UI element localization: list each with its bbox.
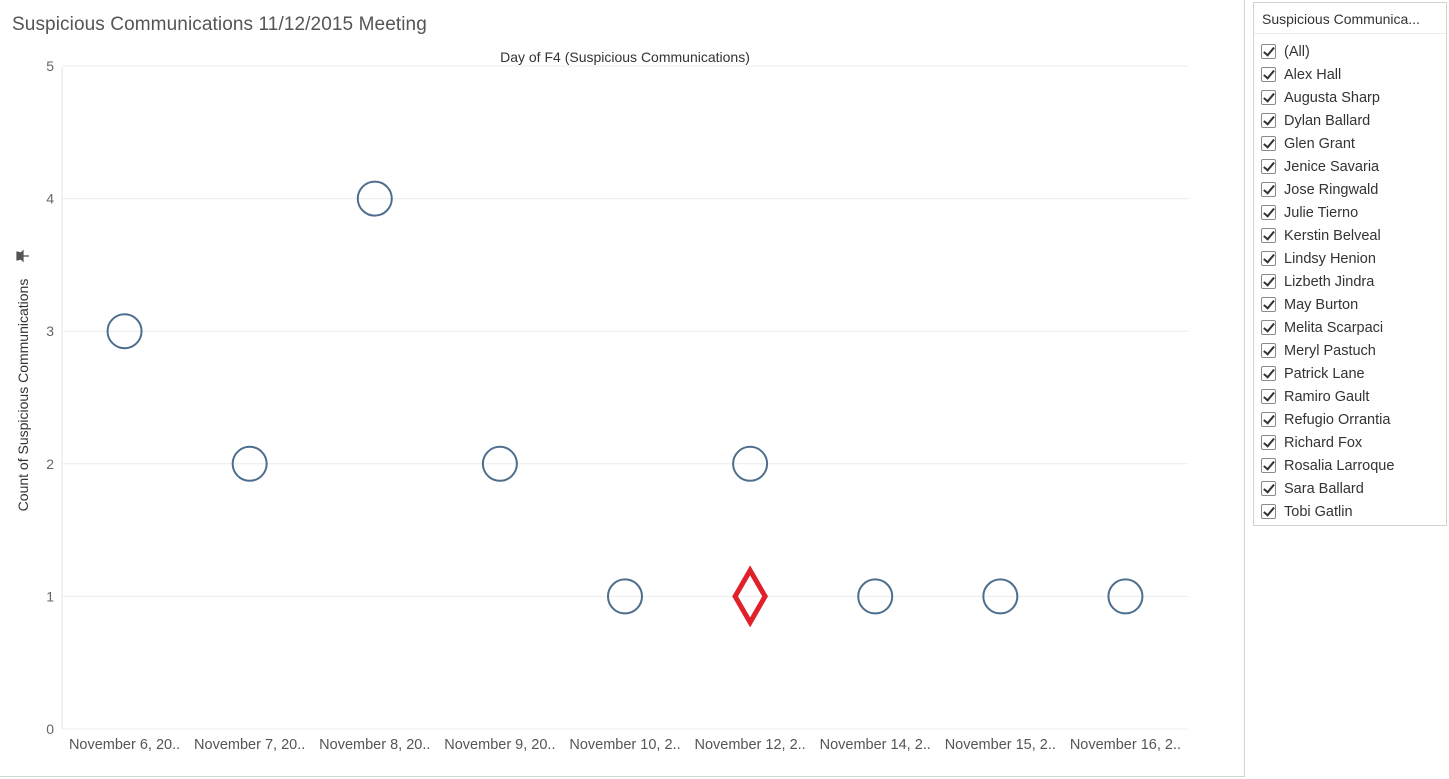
filter-item-label: Tobi Gatlin — [1284, 503, 1353, 520]
checkbox-checked-icon[interactable] — [1261, 205, 1276, 220]
checkbox-checked-icon[interactable] — [1261, 113, 1276, 128]
data-point-circle — [481, 445, 518, 482]
y-tick-label: 2 — [46, 456, 54, 472]
checkbox-checked-icon[interactable] — [1261, 366, 1276, 381]
filter-item-label: Rosalia Larroque — [1284, 457, 1395, 474]
filter-item[interactable]: Glen Grant — [1254, 132, 1446, 155]
viz-panel: Suspicious Communications 11/12/2015 Mee… — [0, 0, 1245, 777]
y-tick-label: 0 — [46, 721, 54, 737]
x-tick-label: November 16, 2.. — [1070, 737, 1181, 753]
scatter-chart: 0 1 2 3 4 5 Day of F4 (Suspicious Communicatio… — [15, 49, 1188, 753]
filter-item[interactable]: Refugio Orrantia — [1254, 408, 1446, 431]
filter-item[interactable]: Tobi Gatlin — [1254, 500, 1446, 523]
filter-item-label: Lindsy Henion — [1284, 250, 1376, 267]
x-tick-label: November 14, 2.. — [820, 737, 931, 753]
data-point-circle — [106, 313, 143, 350]
filter-item[interactable]: Lizbeth Jindra — [1254, 270, 1446, 293]
filter-item-label: Julie Tierno — [1284, 204, 1359, 221]
filter-item-label: Refugio Orrantia — [1284, 411, 1391, 428]
checkbox-checked-icon[interactable] — [1261, 389, 1276, 404]
checkbox-checked-icon[interactable] — [1261, 458, 1276, 473]
x-tick-label: November 8, 20.. — [319, 737, 430, 753]
data-point-circle — [356, 180, 393, 217]
filter-item[interactable]: Melita Scarpaci — [1254, 316, 1446, 339]
data-point-circle — [1107, 578, 1144, 615]
filter-item[interactable]: Ramiro Gault — [1254, 385, 1446, 408]
filter-item[interactable]: Sara Ballard — [1254, 477, 1446, 500]
filter-item-label: Sara Ballard — [1284, 480, 1364, 497]
y-tick-label: 3 — [46, 323, 54, 339]
filter-list: (All) Alex Hall Augusta Sharp Dylan Ballard… — [1254, 34, 1446, 523]
checkbox-checked-icon[interactable] — [1261, 159, 1276, 174]
filter-item-label: Richard Fox — [1284, 434, 1363, 451]
filter-item-label: Jenice Savaria — [1284, 158, 1380, 175]
filter-item-label: Augusta Sharp — [1284, 89, 1380, 106]
filter-item-label: (All) — [1284, 43, 1310, 60]
data-point-circle — [607, 578, 643, 615]
checkbox-checked-icon[interactable] — [1261, 44, 1276, 59]
filter-item[interactable]: Julie Tierno — [1254, 201, 1446, 224]
filter-item-label: Patrick Lane — [1284, 365, 1365, 382]
filter-item-label: Jose Ringwald — [1284, 181, 1379, 198]
pin-icon — [16, 249, 29, 263]
y-tick-label: 4 — [46, 191, 54, 207]
filter-item-label: Kerstin Belveal — [1284, 227, 1381, 244]
checkbox-checked-icon[interactable] — [1261, 412, 1276, 427]
y-axis-label: Count of Suspicious Communications — [15, 279, 31, 512]
filter-item[interactable]: Meryl Pastuch — [1254, 339, 1446, 362]
filter-item-label: May Burton — [1284, 296, 1359, 313]
filter-item-label: Lizbeth Jindra — [1284, 273, 1375, 290]
filter-item[interactable]: (All) — [1254, 40, 1446, 63]
checkbox-checked-icon[interactable] — [1261, 320, 1276, 335]
filter-item-label: Meryl Pastuch — [1284, 342, 1376, 359]
sheet-title: Suspicious Communications 11/12/2015 Mee… — [12, 14, 427, 35]
filter-item[interactable]: Dylan Ballard — [1254, 109, 1446, 132]
filter-item[interactable]: Augusta Sharp — [1254, 86, 1446, 109]
filter-item-label: Glen Grant — [1284, 135, 1355, 152]
filter-panel: Suspicious Communica... (All) Alex Hall Au… — [1253, 2, 1447, 526]
checkbox-checked-icon[interactable] — [1261, 136, 1276, 151]
checkbox-checked-icon[interactable] — [1261, 435, 1276, 450]
checkbox-checked-icon[interactable] — [1261, 297, 1276, 312]
data-point-circle — [231, 445, 268, 482]
checkbox-checked-icon[interactable] — [1261, 274, 1276, 289]
checkbox-checked-icon[interactable] — [1261, 343, 1276, 358]
filter-item[interactable]: Jenice Savaria — [1254, 155, 1446, 178]
filter-item-label: Dylan Ballard — [1284, 112, 1371, 129]
checkbox-checked-icon[interactable] — [1261, 504, 1276, 519]
x-tick-label: November 12, 2.. — [694, 737, 805, 753]
checkbox-checked-icon[interactable] — [1261, 67, 1276, 82]
x-tick-label: November 6, 20.. — [69, 737, 180, 753]
filter-item[interactable]: Lindsy Henion — [1254, 247, 1446, 270]
filter-item[interactable]: Rosalia Larroque — [1254, 454, 1446, 477]
x-tick-label: November 15, 2.. — [945, 737, 1056, 753]
filter-item[interactable]: Kerstin Belveal — [1254, 224, 1446, 247]
x-tick-label: November 9, 20.. — [444, 737, 555, 753]
data-point-diamond — [732, 565, 768, 628]
checkbox-checked-icon[interactable] — [1261, 228, 1276, 243]
data-point-circle — [732, 445, 769, 482]
data-point-circle — [857, 578, 894, 615]
filter-item[interactable]: Patrick Lane — [1254, 362, 1446, 385]
chart-title: Day of F4 (Suspicious Communications) — [500, 49, 750, 65]
y-tick-label: 5 — [46, 58, 54, 74]
filter-item[interactable]: Richard Fox — [1254, 431, 1446, 454]
data-point-circle — [982, 578, 1019, 615]
checkbox-checked-icon[interactable] — [1261, 251, 1276, 266]
x-tick-label: November 7, 20.. — [194, 737, 305, 753]
filter-item-label: Alex Hall — [1284, 66, 1342, 83]
filter-item-label: Ramiro Gault — [1284, 388, 1370, 405]
checkbox-checked-icon[interactable] — [1261, 481, 1276, 496]
filter-title[interactable]: Suspicious Communica... — [1254, 3, 1446, 34]
x-tick-label: November 10, 2.. — [569, 737, 680, 753]
filter-item[interactable]: May Burton — [1254, 293, 1446, 316]
y-tick-label: 1 — [46, 588, 54, 604]
checkbox-checked-icon[interactable] — [1261, 182, 1276, 197]
checkbox-checked-icon[interactable] — [1261, 90, 1276, 105]
filter-item-label: Melita Scarpaci — [1284, 319, 1384, 336]
filter-item[interactable]: Jose Ringwald — [1254, 178, 1446, 201]
filter-item[interactable]: Alex Hall — [1254, 63, 1446, 86]
